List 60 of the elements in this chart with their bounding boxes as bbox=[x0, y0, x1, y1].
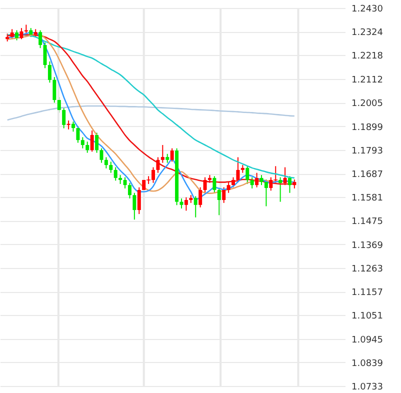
y-tick-label: 1.1369 bbox=[352, 240, 384, 251]
candlestick bbox=[132, 192, 136, 220]
y-tick-label: 1.0839 bbox=[352, 358, 384, 369]
candlestick bbox=[255, 172, 259, 188]
candlestick bbox=[43, 42, 47, 69]
candlestick bbox=[128, 182, 132, 199]
candlestick bbox=[52, 76, 56, 104]
candlestick bbox=[264, 179, 268, 207]
candlestick bbox=[203, 176, 207, 194]
candlestick bbox=[222, 186, 226, 204]
candlestick bbox=[217, 188, 221, 216]
y-tick-label: 1.1899 bbox=[352, 122, 384, 133]
y-tick-label: 1.2218 bbox=[352, 52, 384, 62]
candlestick bbox=[86, 141, 90, 154]
candlestick bbox=[114, 166, 118, 182]
y-tick-label: 1.1581 bbox=[352, 194, 383, 204]
y-tick-label: 1.1793 bbox=[352, 146, 383, 156]
y-tick-label: 1.2324 bbox=[352, 28, 384, 38]
candlestick bbox=[278, 176, 282, 202]
candlestick bbox=[71, 121, 75, 132]
candlestick bbox=[232, 176, 236, 188]
candlestick bbox=[109, 161, 113, 174]
y-tick-label: 1.0733 bbox=[352, 382, 383, 392]
y-tick-label: 1.2005 bbox=[352, 99, 383, 110]
candlestick bbox=[15, 30, 19, 41]
candlestick bbox=[137, 186, 141, 215]
candlestick bbox=[95, 132, 99, 154]
candlestick bbox=[180, 198, 184, 209]
y-tick-label: 1.1157 bbox=[352, 288, 383, 298]
candlestick bbox=[212, 176, 216, 194]
candlestick bbox=[38, 30, 42, 49]
candlestick bbox=[156, 156, 160, 174]
y-tick-label: 1.1051 bbox=[352, 312, 383, 322]
y-tick-label: 1.1263 bbox=[352, 264, 383, 274]
candlestick bbox=[76, 126, 80, 144]
candlestick bbox=[90, 130, 94, 152]
candlestick bbox=[194, 196, 198, 218]
candlestick bbox=[80, 136, 84, 149]
candlestick bbox=[283, 166, 287, 186]
y-tick-label: 1.1475 bbox=[352, 217, 383, 228]
candlestick bbox=[246, 166, 250, 184]
candlestick bbox=[104, 156, 108, 169]
candlestick bbox=[123, 176, 127, 189]
candlestick bbox=[10, 28, 14, 40]
y-tick-label: 1.2430 bbox=[352, 4, 384, 14]
candlestick bbox=[260, 174, 264, 186]
candlestick bbox=[170, 148, 174, 162]
candlestick bbox=[100, 148, 104, 164]
candlestick bbox=[62, 106, 66, 129]
candlestick bbox=[160, 144, 164, 164]
candlestick bbox=[20, 28, 24, 40]
candlestick bbox=[198, 186, 202, 208]
candlestick bbox=[48, 60, 52, 84]
y-tick-label: 1.1687 bbox=[352, 170, 383, 180]
candlestick bbox=[184, 196, 188, 212]
candlestick bbox=[250, 176, 254, 189]
candlestick bbox=[288, 176, 292, 194]
y-tick-label: 1.2112 bbox=[352, 75, 383, 86]
candlestick bbox=[226, 181, 230, 194]
y-tick-label: 1.0945 bbox=[352, 335, 383, 346]
